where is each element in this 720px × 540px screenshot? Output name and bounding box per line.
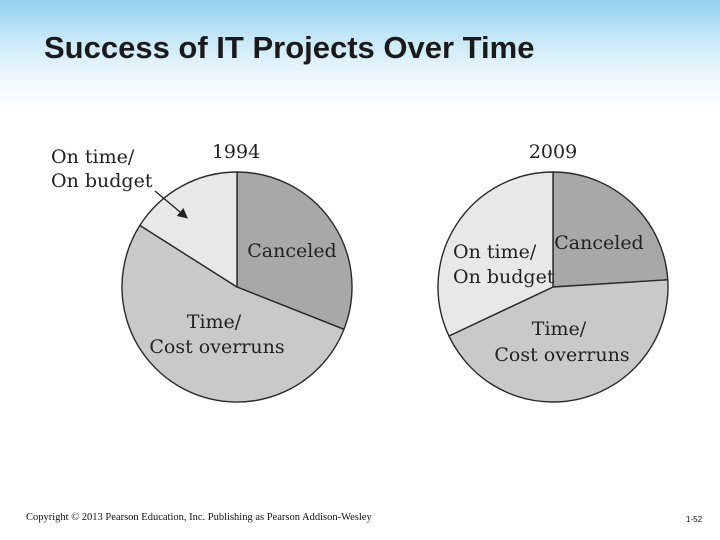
pie-1994-slice-overruns — [121, 224, 345, 403]
pie-2009-label-overruns: Time/ Cost overruns — [494, 318, 629, 366]
pie-1994-label-overruns: Time/ Cost overruns — [149, 311, 284, 358]
pie-2009-slice-canceled — [552, 171, 669, 288]
pie-1994-slice-on-time — [139, 171, 238, 288]
pie-1994-slice-canceled — [236, 171, 353, 331]
pie-2009-label-on-time: On time/ On budget — [453, 241, 555, 288]
header-band — [0, 0, 720, 110]
pie-1994-title: 1994 — [212, 141, 260, 163]
pie-2009-slice-on-time — [437, 171, 554, 337]
pie-1994-label-on-time: On time/ On budget — [51, 146, 153, 192]
copyright-notice: Copyright © 2013 Pearson Education, Inc.… — [26, 512, 372, 523]
pie-1994-label-canceled: Canceled — [247, 240, 336, 262]
pie-2009-title: 2009 — [529, 141, 577, 163]
pie-2009-label-canceled: Canceled — [554, 232, 643, 254]
slide-title: Success of IT Projects Over Time — [44, 30, 535, 65]
pie-2009: 2009 Canceled Time/ Cost overruns On tim… — [437, 141, 669, 403]
page-number: 1-52 — [686, 515, 703, 524]
pie-1994-on-time-arrow — [154, 190, 188, 219]
pie-1994: 1994 Canceled Time/ Cost overruns On tim… — [51, 141, 353, 403]
